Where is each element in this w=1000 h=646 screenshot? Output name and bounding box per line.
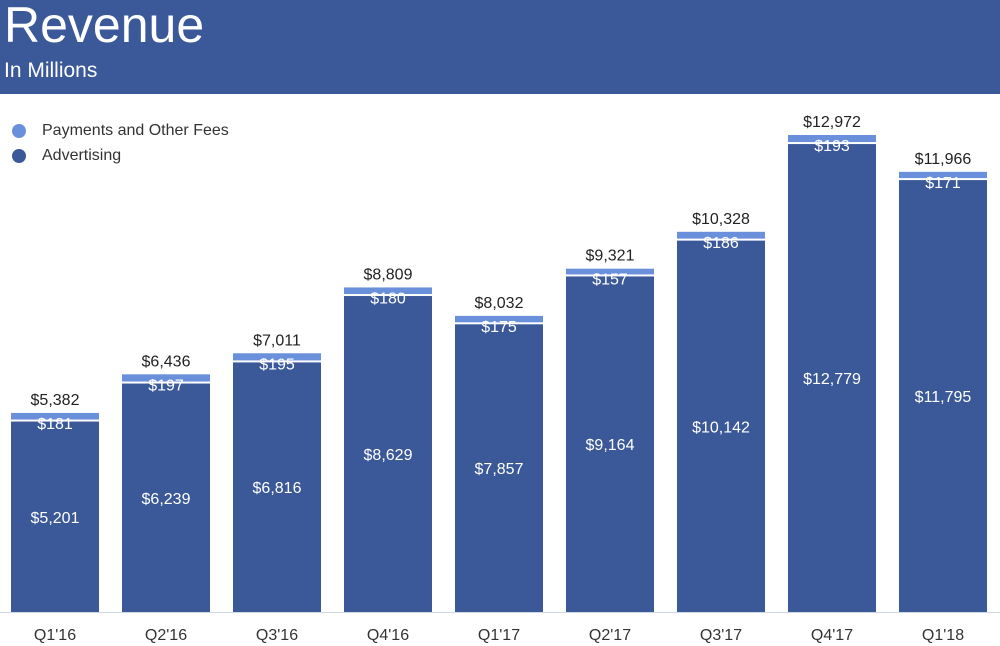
- bar-payments-0: [11, 412, 99, 420]
- label-total-1: $6,436: [142, 353, 191, 370]
- label-payments-1: $197: [148, 377, 184, 394]
- bar-payments-8: [899, 171, 987, 179]
- bar-payments-4: [455, 315, 543, 323]
- x-tick-label-8: Q1'18: [922, 627, 964, 644]
- legend-item-advertising: Advertising: [12, 143, 229, 168]
- label-payments-4: $175: [481, 319, 517, 336]
- x-tick-label-1: Q2'16: [145, 627, 187, 644]
- label-advertising-2: $6,816: [253, 480, 302, 497]
- legend-label-advertising: Advertising: [42, 146, 122, 164]
- bar-advertising-5: [566, 276, 654, 612]
- label-total-5: $9,321: [586, 248, 635, 265]
- label-payments-6: $186: [703, 235, 739, 252]
- label-payments-7: $193: [814, 138, 850, 155]
- label-advertising-5: $9,164: [586, 437, 635, 454]
- chart-title: Revenue: [4, 0, 205, 53]
- label-total-6: $10,328: [692, 211, 750, 228]
- x-tick-label-4: Q1'17: [478, 627, 520, 644]
- label-advertising-1: $6,239: [142, 491, 191, 508]
- bar-payments-7: [788, 135, 876, 143]
- bar-payments-6: [677, 231, 765, 239]
- label-payments-2: $195: [259, 356, 295, 373]
- label-payments-8: $171: [925, 175, 961, 192]
- bar-advertising-3: [344, 296, 432, 612]
- x-tick-label-0: Q1'16: [34, 627, 76, 644]
- label-advertising-8: $11,795: [915, 389, 972, 406]
- label-advertising-3: $8,629: [364, 447, 413, 464]
- label-total-2: $7,011: [253, 332, 301, 349]
- x-tick-label-6: Q3'17: [700, 627, 742, 644]
- label-payments-0: $181: [37, 416, 73, 433]
- bar-advertising-6: [677, 240, 765, 612]
- label-total-7: $12,972: [803, 114, 861, 131]
- label-advertising-4: $7,857: [475, 461, 524, 478]
- x-tick-label-5: Q2'17: [589, 627, 631, 644]
- label-payments-5: $157: [592, 272, 628, 289]
- bar-advertising-4: [455, 324, 543, 612]
- bar-payments-5: [566, 268, 654, 275]
- bar-payments-2: [233, 353, 321, 361]
- revenue-bar-chart: $5,201 $181 $5,382 Q1'16 $6,239 $197 $6,436 Q2'…: [0, 114, 1000, 644]
- label-advertising-0: $5,201: [31, 510, 80, 527]
- legend-label-payments: Payments and Other Fees: [42, 121, 229, 139]
- payments-legend-dot-icon: [12, 123, 26, 138]
- legend: Payments and Other Fees Advertising: [12, 118, 229, 168]
- header-banner: Revenue In Millions: [0, 0, 1000, 94]
- bar-advertising-1: [122, 383, 210, 612]
- x-tick-label-2: Q3'16: [256, 627, 298, 644]
- label-total-3: $8,809: [364, 266, 413, 283]
- advertising-legend-dot-icon: [12, 148, 26, 163]
- x-tick-label-7: Q4'17: [811, 627, 853, 644]
- label-advertising-6: $10,142: [692, 419, 750, 436]
- label-total-4: $8,032: [475, 295, 524, 312]
- bar-advertising-0: [11, 421, 99, 612]
- bar-advertising-2: [233, 362, 321, 612]
- legend-item-payments: Payments and Other Fees: [12, 118, 229, 143]
- label-payments-3: $180: [370, 290, 406, 307]
- bar-advertising-7: [788, 144, 876, 612]
- x-tick-label-3: Q4'16: [367, 627, 409, 644]
- bar-advertising-8: [899, 180, 987, 612]
- chart-subtitle: In Millions: [4, 59, 98, 82]
- label-total-0: $5,382: [31, 392, 80, 409]
- label-total-8: $11,966: [915, 151, 972, 168]
- bar-payments-1: [122, 374, 210, 382]
- label-advertising-7: $12,779: [803, 371, 861, 388]
- bar-payments-3: [344, 287, 432, 295]
